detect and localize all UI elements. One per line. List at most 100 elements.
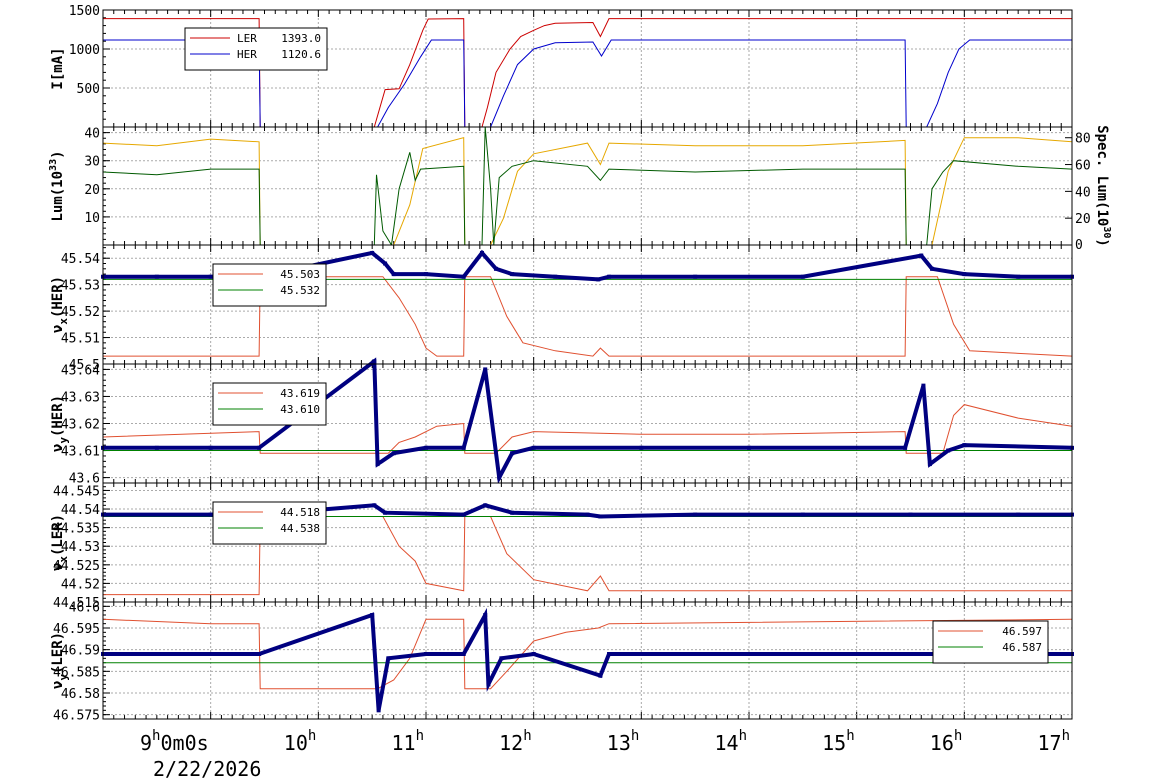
y2-tick-label: 40 bbox=[1075, 185, 1091, 200]
y2-axis-label: Spec. Lum(1030) bbox=[1094, 125, 1112, 247]
data-point bbox=[946, 448, 951, 453]
data-point bbox=[154, 445, 159, 450]
x-tick-label: 16h bbox=[930, 728, 963, 755]
y-tick-label: 44.515 bbox=[53, 596, 100, 611]
y-tick-label: 46.595 bbox=[53, 622, 100, 637]
y2-label-sup: 30 bbox=[1101, 226, 1112, 238]
data-point bbox=[639, 445, 644, 450]
y-tick-label: 44.545 bbox=[53, 484, 100, 499]
data-point bbox=[930, 266, 935, 271]
series-set bbox=[102, 404, 1073, 454]
data-point bbox=[208, 445, 213, 450]
legend: 43.619 43.610 bbox=[212, 382, 327, 426]
data-point bbox=[497, 475, 502, 480]
series-her bbox=[103, 39, 1072, 128]
data-point bbox=[962, 443, 967, 448]
y-label-main: Lum(10 bbox=[50, 171, 66, 222]
x-tick-main: 14 bbox=[714, 731, 738, 755]
y-tick-label: 45.52 bbox=[61, 305, 100, 320]
data-point bbox=[531, 652, 536, 656]
y-label-end: (HER) bbox=[50, 395, 66, 437]
x-tick-label: 10h bbox=[284, 728, 317, 755]
y-tick-label: 46.6 bbox=[69, 600, 100, 615]
data-point bbox=[461, 652, 466, 656]
panel-3: 45.545.5145.5245.5345.54νx(HER)45.50345.… bbox=[50, 244, 1074, 373]
y-axis: 10 20 30 40 0 20 40 60 80 bbox=[84, 126, 1091, 253]
legend-box bbox=[184, 27, 328, 71]
y2-label-main: Spec. Lum(10 bbox=[1094, 125, 1110, 226]
data-point bbox=[510, 510, 515, 515]
data-point bbox=[908, 512, 913, 517]
x-tick-main: 15 bbox=[822, 731, 846, 755]
data-point bbox=[747, 445, 751, 450]
y-label-main: I[mA] bbox=[50, 47, 66, 89]
legend: 46.597 46.587 bbox=[932, 620, 1049, 664]
series-line bbox=[102, 404, 1073, 454]
y-axis-label: νy(LER) bbox=[50, 632, 70, 689]
y-label-sub: y bbox=[57, 674, 70, 681]
x-tick-sup: h bbox=[631, 728, 639, 744]
plot-frame bbox=[102, 601, 1073, 720]
legend-value: 1393.0 bbox=[281, 32, 321, 45]
y-tick-label: 43.62 bbox=[61, 418, 100, 433]
data-point bbox=[908, 652, 913, 656]
legend-box bbox=[212, 501, 327, 545]
data-point bbox=[424, 652, 428, 656]
data-point bbox=[596, 277, 601, 282]
data-point bbox=[375, 462, 380, 467]
y-tick-label: 20 bbox=[84, 183, 100, 198]
legend-value: 45.532 bbox=[280, 284, 320, 297]
x-tick-main: 12 bbox=[499, 731, 523, 755]
legend-value: 46.587 bbox=[1002, 641, 1042, 654]
x-tick-main: 16 bbox=[930, 731, 954, 755]
y-tick-label: 46.585 bbox=[53, 665, 100, 680]
data-point bbox=[386, 656, 391, 661]
y2-tick-label: 60 bbox=[1075, 159, 1091, 174]
data-point bbox=[607, 652, 612, 656]
series-line bbox=[102, 618, 1073, 690]
y2-tick-label: 20 bbox=[1075, 212, 1091, 227]
data-point bbox=[510, 451, 515, 456]
y-tick-label: 46.58 bbox=[61, 687, 100, 702]
legend-value: 45.503 bbox=[280, 268, 320, 281]
x-tick-main: 9 bbox=[140, 731, 152, 755]
x-tick-sup: h bbox=[152, 728, 160, 744]
y-tick-label: 44.535 bbox=[53, 522, 100, 537]
data-point bbox=[800, 274, 805, 279]
data-point bbox=[461, 445, 466, 450]
data-point bbox=[1016, 274, 1021, 279]
x-tick-label: 12h bbox=[499, 728, 532, 755]
legend-box bbox=[212, 263, 327, 307]
y-label-main: ν bbox=[50, 444, 66, 452]
y-tick-label: 45.51 bbox=[61, 332, 100, 347]
legend: 44.518 44.538 bbox=[212, 501, 327, 545]
x-minor-ticks bbox=[102, 245, 1073, 364]
data-point bbox=[391, 451, 396, 456]
y-label-main: ν bbox=[50, 325, 66, 333]
data-point bbox=[383, 261, 388, 266]
y-label-sup: 33 bbox=[48, 159, 59, 171]
y-tick-label: 43.64 bbox=[61, 363, 100, 378]
y-tick-label: 43.6 bbox=[69, 472, 100, 487]
legend-box bbox=[932, 620, 1049, 664]
data-point bbox=[693, 274, 698, 279]
x-tick-main: 17 bbox=[1037, 731, 1061, 755]
x-tick-main: 11 bbox=[391, 731, 415, 755]
y-axis-label: νy(HER) bbox=[50, 395, 70, 452]
data-point bbox=[903, 445, 908, 450]
data-point bbox=[962, 272, 967, 277]
y-label-main: ν bbox=[50, 681, 66, 689]
plot-area bbox=[103, 602, 1072, 719]
x-grid bbox=[210, 10, 965, 127]
data-point bbox=[479, 250, 484, 255]
data-point bbox=[585, 512, 590, 517]
x-tick-label: 9h0m0s bbox=[140, 728, 209, 755]
y2-tick-label: 0 bbox=[1075, 238, 1083, 253]
y-tick-label: 43.63 bbox=[61, 390, 100, 405]
panel-5: 44.515 44.52 44.525 44.53 44.535 44.54 44.545 ν… bbox=[50, 482, 1074, 611]
legend-value: 43.619 bbox=[280, 387, 320, 400]
x-tick-sup: h bbox=[739, 728, 747, 744]
data-point bbox=[461, 512, 466, 517]
legend-value: 44.538 bbox=[280, 522, 320, 535]
